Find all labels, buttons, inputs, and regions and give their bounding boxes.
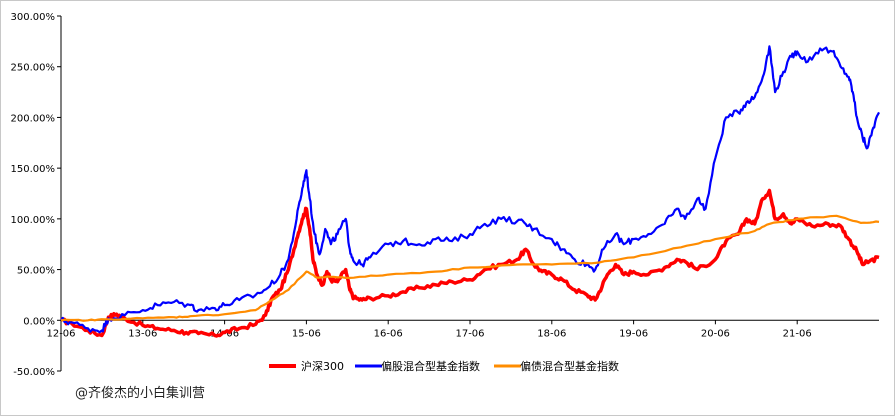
y-tick-label: 250.00% [11, 63, 56, 74]
y-tick-label: 100.00% [11, 215, 56, 226]
x-tick-label: 20-06 [701, 328, 730, 339]
y-tick-label: 300.00% [11, 12, 56, 23]
y-tick-label: 0.00% [23, 316, 55, 327]
y-tick-label: 50.00% [17, 266, 55, 277]
legend-label: 沪深300 [301, 359, 344, 373]
x-tick-label: 12-06 [46, 328, 75, 339]
y-tick-label: 150.00% [11, 164, 56, 175]
legend-label: 偏股混合型基金指数 [381, 359, 480, 373]
series-line [60, 188, 880, 338]
watermark-text: @齐俊杰的小白集训营 [75, 386, 206, 401]
legend-label: 偏债混合型基金指数 [520, 359, 619, 373]
y-tick-label: 200.00% [11, 113, 56, 124]
series-line [60, 214, 880, 322]
series-line [60, 45, 880, 334]
x-tick-label: 17-06 [455, 328, 484, 339]
x-tick-label: 13-06 [128, 328, 157, 339]
y-tick-label: -50.00% [13, 367, 55, 378]
legend: 沪深300 偏股混合型基金指数 偏债混合型基金指数 [269, 359, 619, 373]
x-tick-label: 16-06 [374, 328, 403, 339]
x-tick-label: 18-06 [537, 328, 566, 339]
x-tick-label: 21-06 [783, 328, 812, 339]
series-layer [60, 45, 880, 338]
y-axis: -50.00% 0.00% 50.00% 100.00% 150.00% 200.00% 2… [11, 12, 62, 378]
x-tick-label: 19-06 [619, 328, 648, 339]
x-tick-label: 15-06 [292, 328, 321, 339]
